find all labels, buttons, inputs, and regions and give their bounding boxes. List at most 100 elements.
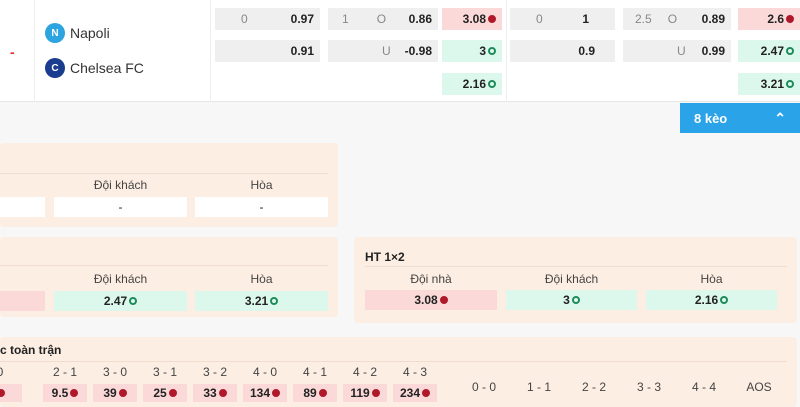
- ht-1x2-draw[interactable]: 3.21: [738, 73, 800, 95]
- score-odds[interactable]: 9.5: [43, 384, 87, 402]
- draw-odds[interactable]: 2.16: [646, 290, 777, 310]
- draw-score-label: 1 - 1: [526, 380, 551, 394]
- odds-value: 3: [563, 293, 570, 307]
- arrow-down-icon: [488, 15, 496, 23]
- divider: [506, 0, 507, 102]
- match-status: -: [10, 44, 15, 60]
- away-odds[interactable]: 2.47: [54, 291, 187, 311]
- divider: [0, 173, 328, 174]
- away-team[interactable]: C Chelsea FC: [45, 58, 144, 78]
- draw-score-label: AOS: [746, 380, 772, 394]
- divider: [0, 361, 787, 362]
- napoli-logo-icon: N: [45, 23, 65, 43]
- more-markets-button[interactable]: 8 kèo ⌃: [680, 103, 800, 133]
- home-odds[interactable]: [0, 197, 45, 217]
- arrow-down-icon: [439, 296, 448, 304]
- odds-value: 3.08: [462, 12, 486, 26]
- ou-line: 1: [342, 12, 349, 26]
- under-label: U: [677, 44, 686, 58]
- ht-handicap-away[interactable]: 0.9: [510, 40, 615, 62]
- handicap-line: 0: [241, 12, 248, 26]
- arrow-down-icon: [371, 389, 380, 397]
- odds-value: 25: [153, 386, 167, 400]
- odds-value: 234: [399, 386, 421, 400]
- arrow-down-icon: [422, 389, 431, 397]
- score-odds[interactable]: 119: [343, 384, 387, 402]
- arrow-down-icon: [218, 389, 227, 397]
- odds-value: 2.47: [103, 294, 128, 308]
- ht-over[interactable]: 2.5 O 0.89: [623, 8, 731, 30]
- over-label: O: [376, 12, 387, 26]
- draw-odds[interactable]: 3.21: [195, 291, 328, 311]
- draw-odds[interactable]: -: [195, 197, 328, 217]
- score-label: 3 - 0: [102, 365, 127, 379]
- score-odds[interactable]: 25: [143, 384, 187, 402]
- ft-under[interactable]: U -0.98: [328, 40, 438, 62]
- score-label: 4 - 0: [252, 365, 277, 379]
- odds-value: 3.21: [244, 294, 269, 308]
- ft-handicap-home[interactable]: 0 0.97: [215, 8, 320, 30]
- odds-value: 0.9: [578, 44, 595, 58]
- odds-value: 2.16: [462, 77, 486, 91]
- market-panel-1: Đội khách Hòa - -: [0, 143, 338, 227]
- home-team[interactable]: N Napoli: [45, 23, 110, 43]
- score-odds[interactable]: 33: [193, 384, 237, 402]
- score-odds[interactable]: [0, 384, 22, 402]
- ht-1x2-home[interactable]: 2.6: [738, 8, 800, 30]
- ft-handicap-away[interactable]: 0.91: [215, 40, 320, 62]
- score-odds[interactable]: 39: [93, 384, 137, 402]
- score-odds[interactable]: 89: [293, 384, 337, 402]
- odds-value: 0.99: [701, 44, 725, 58]
- arrow-up-icon: [571, 296, 580, 304]
- away-label: Đội khách: [93, 272, 148, 286]
- home-odds[interactable]: [0, 291, 45, 311]
- ft-1x2-away[interactable]: 3: [442, 40, 502, 62]
- home-odds[interactable]: 3.08: [365, 290, 497, 310]
- correct-score-panel: c toàn trận 0 2 - 1 9.5 3 - 0 39 3 - 1 25 3 - 2…: [0, 337, 797, 407]
- panel-title: HT 1×2: [365, 250, 405, 264]
- score-odds[interactable]: 234: [393, 384, 437, 402]
- arrow-up-icon: [786, 80, 794, 88]
- score-label: 3 - 2: [202, 365, 227, 379]
- score-label: 4 - 2: [352, 365, 377, 379]
- ft-over[interactable]: 1 O 0.86: [328, 8, 438, 30]
- ft-1x2-home[interactable]: 3.08: [442, 8, 502, 30]
- odds-value: 2.47: [760, 44, 784, 58]
- match-row: - N Napoli C Chelsea FC 0 0.97 0.91 1 O 0.86 …: [0, 0, 800, 102]
- score-label: 4 - 3: [402, 365, 427, 379]
- away-odds[interactable]: 3: [506, 290, 637, 310]
- draw-score-label: 2 - 2: [581, 380, 606, 394]
- arrow-up-icon: [488, 80, 496, 88]
- odds-value: -0.98: [404, 44, 432, 58]
- arrow-up-icon: [270, 297, 279, 305]
- odds-value: 3.08: [414, 293, 438, 307]
- ft-1x2-draw[interactable]: 2.16: [442, 73, 502, 95]
- score-label: 0: [0, 365, 22, 379]
- chevron-up-icon: ⌃: [774, 109, 786, 126]
- arrow-up-icon: [720, 296, 729, 304]
- away-odds[interactable]: -: [54, 197, 187, 217]
- odds-value: 0.97: [290, 12, 314, 26]
- home-team-name: Napoli: [70, 25, 110, 41]
- chelsea-logo-icon: C: [45, 58, 65, 78]
- arrow-down-icon: [0, 389, 5, 397]
- score-odds[interactable]: 134: [243, 384, 287, 402]
- odds-value: 0.86: [408, 12, 432, 26]
- under-label: U: [382, 44, 391, 58]
- odds-value: 3: [479, 44, 486, 58]
- arrow-down-icon: [168, 389, 177, 397]
- away-team-name: Chelsea FC: [70, 60, 144, 76]
- arrow-up-icon: [488, 47, 496, 55]
- odds-value: 0.91: [290, 44, 314, 58]
- arrow-down-icon: [272, 389, 281, 397]
- draw-label: Hòa: [250, 178, 273, 192]
- odds-value: 134: [249, 386, 271, 400]
- odds-value: 39: [103, 386, 117, 400]
- ht-1x2-away[interactable]: 2.47: [738, 40, 800, 62]
- ht-under[interactable]: U 0.99: [623, 40, 731, 62]
- odds-value: 2.16: [694, 293, 719, 307]
- odds-value: 0.89: [701, 12, 725, 26]
- odds-value: 89: [303, 386, 317, 400]
- odds-value: 2.6: [767, 12, 784, 26]
